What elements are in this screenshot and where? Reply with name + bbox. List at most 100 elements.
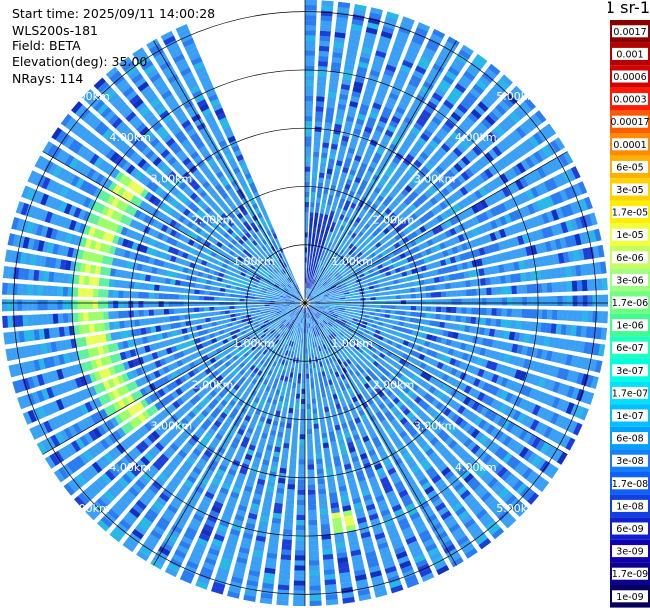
ray [298,295,302,300]
ray [309,301,316,303]
ray [295,305,301,308]
range-label: 3.00km [414,172,456,185]
colorbar-tick-label: 1e-09 [616,592,643,603]
ray [309,299,315,302]
ray [309,304,315,307]
ray [309,303,316,306]
range-label: 1.00km [233,337,275,350]
ray [300,307,303,313]
ray [306,293,308,299]
ray [294,300,301,303]
ray [309,304,315,306]
ray [297,306,302,311]
ray [306,307,308,313]
colorbar-tick-label: 0.0006 [613,72,646,83]
ray [295,304,301,306]
ray [296,297,301,301]
ray [294,301,300,303]
azimuth-spoke [153,40,306,304]
ray [295,304,301,307]
range-label: 3.00km [151,420,193,433]
ray [302,307,304,313]
ray [308,294,312,300]
ray [305,292,307,299]
colorbar-tick-label: 6e-09 [616,524,643,535]
ray [308,306,313,311]
colorbar-tick-label: 6e-07 [616,343,643,354]
azimuth-spoke [42,302,306,455]
ray [298,306,302,312]
ray [294,303,301,305]
azimuth-spoke [304,302,568,455]
range-label: 5.00km [496,90,538,103]
ray [307,306,312,312]
colorbar-tick-label: 1e-07 [616,411,643,422]
colorbar-tick-label: 1e-08 [616,501,643,512]
colorbar-tick-label: 6e-08 [616,434,643,445]
colorbar-tick-label: 3e-06 [616,275,643,286]
colorbar-tick-label: 1.7e-08 [612,479,648,490]
ray [309,305,315,308]
ray [306,307,309,313]
range-label: 4.00km [455,461,497,474]
ray [302,307,305,314]
start-time: Start time: 2025/09/11 14:00:28 [12,6,216,21]
range-label: 1.00km [233,255,275,268]
range-label: 5.00km [68,502,110,515]
ray [309,305,314,309]
ray [295,304,301,307]
colorbar-tick-label: 1.7e-05 [612,208,648,219]
ray [297,306,302,310]
ray [310,303,316,305]
ray [308,296,313,300]
range-label: 3.00km [151,172,193,185]
range-label: 1.00km [331,255,373,268]
ray [295,300,301,302]
ray [308,305,314,310]
ray [309,300,315,302]
ray [308,306,313,311]
colorbar-tick-label: 3e-07 [616,366,643,377]
range-label: 2.00km [192,214,234,227]
ray [300,307,304,313]
ray [309,304,315,307]
range-label: 5.00km [68,90,110,103]
ray [299,294,303,299]
ray [305,307,308,314]
ray [308,306,312,311]
ppi-range-labels: 1.00km 2.00km 3.00km 4.00km 5.00km 1.00km 2.00… [68,90,538,515]
colorbar-tick-label: 1.7e-07 [612,388,648,399]
colorbar-tick-label: 1.7e-09 [612,569,648,580]
ray [309,298,315,301]
range-label: 1.00km [331,337,373,350]
colorbar-tick-label: 0.0017 [613,27,646,38]
ray [298,294,303,300]
ray [308,295,313,300]
ppi-rays [1,0,609,607]
nrays: NRays: 114 [12,71,84,86]
ray [294,301,301,303]
ppi-grid [2,0,608,606]
field-name: Field: BETA [12,38,81,53]
colorbar-tick-label: 1e-05 [616,230,643,241]
ray [305,308,307,314]
colorbar-tick-label: 6e-05 [616,162,643,173]
ray [295,299,301,302]
ray [306,307,310,313]
range-label: 4.00km [109,131,151,144]
ray [305,292,306,298]
ray [305,292,308,299]
range-label: 4.00km [109,461,151,474]
colorbar-tick-label: 0.00017 [610,117,649,128]
ray [297,306,302,311]
azimuth-spoke [304,302,457,566]
ray [297,296,302,300]
ray [306,293,310,299]
ray [300,293,304,299]
ray [307,307,311,312]
ray [294,303,300,304]
azimuth-spoke [42,151,306,304]
range-label: 4.00km [455,131,497,144]
